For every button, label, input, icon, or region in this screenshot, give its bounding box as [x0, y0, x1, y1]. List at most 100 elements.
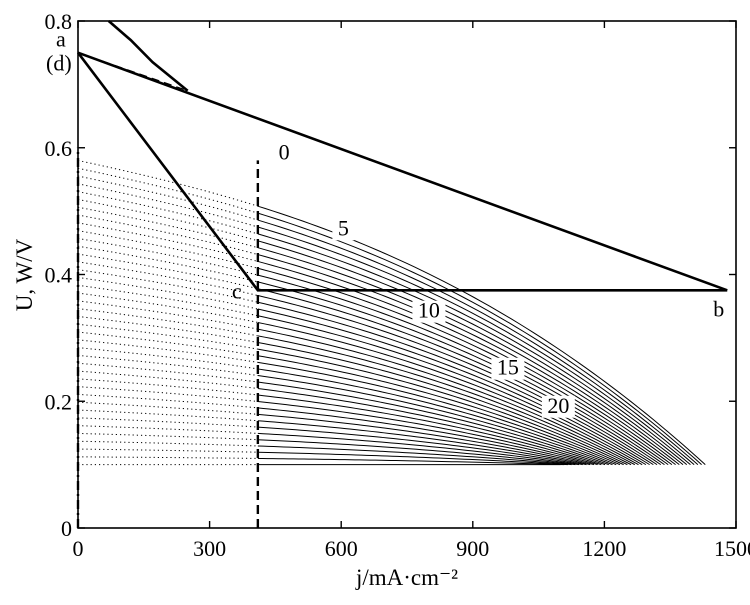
curve-label-bg-0: [273, 142, 296, 165]
operating-line-3: [77, 52, 188, 92]
family-curve-6: [257, 247, 684, 466]
family-curve-4: [257, 233, 691, 466]
family-curve-30: [257, 407, 595, 466]
curve-label-bg-4: [541, 395, 575, 418]
family-curve-36: [257, 445, 572, 466]
family-curve-16: [257, 315, 647, 466]
family-curve-dotted-29: [77, 386, 258, 402]
family-curve-23: [257, 361, 621, 466]
family-curve-34: [257, 432, 580, 466]
family-curve-11: [257, 281, 665, 466]
family-curve-dotted-18: [77, 300, 258, 330]
family-curve-dotted-19: [77, 308, 258, 337]
family-curve-3: [257, 226, 695, 466]
family-curve-dotted-13: [77, 261, 258, 296]
point-label-3: b: [713, 296, 724, 321]
curve-family: [77, 159, 706, 466]
curve-label-1: 5: [338, 215, 349, 240]
family-curve-dotted-14: [77, 269, 258, 303]
family-curve-37: [257, 451, 568, 466]
family-curve-2: [257, 219, 699, 466]
family-curve-dotted-16: [77, 284, 258, 317]
family-curve-14: [257, 301, 654, 466]
y-axis-title: U, W/V: [12, 238, 37, 311]
family-curve-dotted-23: [77, 339, 258, 363]
curve-label-2: 10: [418, 298, 440, 323]
family-curve-dotted-32: [77, 409, 258, 422]
x-tick-label-4: 1200: [582, 536, 626, 561]
family-curve-dotted-1: [77, 167, 258, 214]
family-curve-dotted-21: [77, 323, 258, 350]
x-tick-label-3: 900: [456, 536, 489, 561]
family-curve-dotted-30: [77, 393, 258, 409]
family-curve-27: [257, 388, 606, 466]
x-tick-label-2: 600: [325, 536, 358, 561]
curve-label-4: 20: [547, 393, 569, 418]
family-curve-dotted-25: [77, 354, 258, 376]
family-curve-dotted-33: [77, 417, 258, 428]
family-curve-dotted-15: [77, 276, 258, 310]
family-curve-26: [257, 381, 609, 466]
family-curve-0: [257, 205, 706, 466]
annotations: a(d) c b 0 5 10 15 20: [46, 27, 724, 418]
family-curve-13: [257, 295, 658, 466]
family-curve-19: [257, 335, 636, 466]
family-curve-dotted-7: [77, 214, 258, 256]
family-curve-dotted-12: [77, 253, 258, 290]
family-curve-dotted-26: [77, 362, 258, 383]
family-curve-12: [257, 288, 662, 466]
family-curve-dotted-5: [77, 198, 258, 242]
operating-lines: [76, 20, 728, 292]
family-curve-dotted-36: [77, 440, 258, 447]
family-curve-dotted-17: [77, 292, 258, 323]
point-label-1: (d): [46, 51, 72, 76]
family-curve-dotted-31: [77, 401, 258, 415]
family-curve-dotted-37: [77, 448, 258, 453]
family-curve-22: [257, 355, 624, 466]
family-curve-35: [257, 439, 576, 466]
family-curve-5: [257, 240, 688, 466]
family-curve-dotted-20: [77, 315, 258, 344]
y-tick-label-2: 0.4: [45, 263, 73, 288]
family-curve-dotted-0: [77, 159, 258, 207]
curve-label-3: 15: [497, 355, 519, 380]
y-tick-label-4: 0.8: [45, 9, 73, 34]
family-curve-dotted-3: [77, 183, 258, 228]
family-curve-7: [257, 254, 680, 466]
family-curve-dotted-10: [77, 237, 258, 276]
family-curve-dotted-11: [77, 245, 258, 283]
family-curve-31: [257, 413, 591, 466]
operating-line-2: [107, 20, 189, 92]
family-curve-dotted-4: [77, 191, 258, 235]
family-curve-15: [257, 308, 650, 466]
family-curve-38: [257, 457, 565, 466]
family-curve-dotted-27: [77, 370, 258, 390]
family-curve-24: [257, 368, 617, 466]
family-curve-dotted-34: [77, 425, 258, 434]
x-tick-label-1: 300: [193, 536, 226, 561]
family-curve-dotted-22: [77, 331, 258, 357]
family-curve-dotted-28: [77, 378, 258, 396]
family-curve-dotted-35: [77, 432, 258, 441]
x-axis-title: j/mA·cm⁻²: [355, 565, 458, 590]
point-label-2: c: [232, 278, 242, 303]
family-curve-18: [257, 328, 639, 466]
family-curve-32: [257, 420, 587, 466]
family-curve-dotted-8: [77, 222, 258, 262]
family-curve-25: [257, 375, 613, 466]
family-curve-28: [257, 394, 602, 466]
family-curve-dotted-24: [77, 347, 258, 370]
curve-label-bg-2: [412, 300, 446, 323]
y-tick-label-3: 0.6: [45, 136, 73, 161]
y-tick-label-0: 0: [61, 516, 72, 541]
family-curve-9: [257, 267, 673, 466]
family-curve-dotted-38: [77, 456, 258, 459]
family-curve-20: [257, 342, 632, 466]
y-tick-label-1: 0.2: [45, 389, 73, 414]
operating-line-0: [76, 51, 728, 292]
family-curve-10: [257, 274, 669, 466]
operating-line-1: [77, 51, 728, 292]
curve-label-0: 0: [279, 139, 290, 164]
